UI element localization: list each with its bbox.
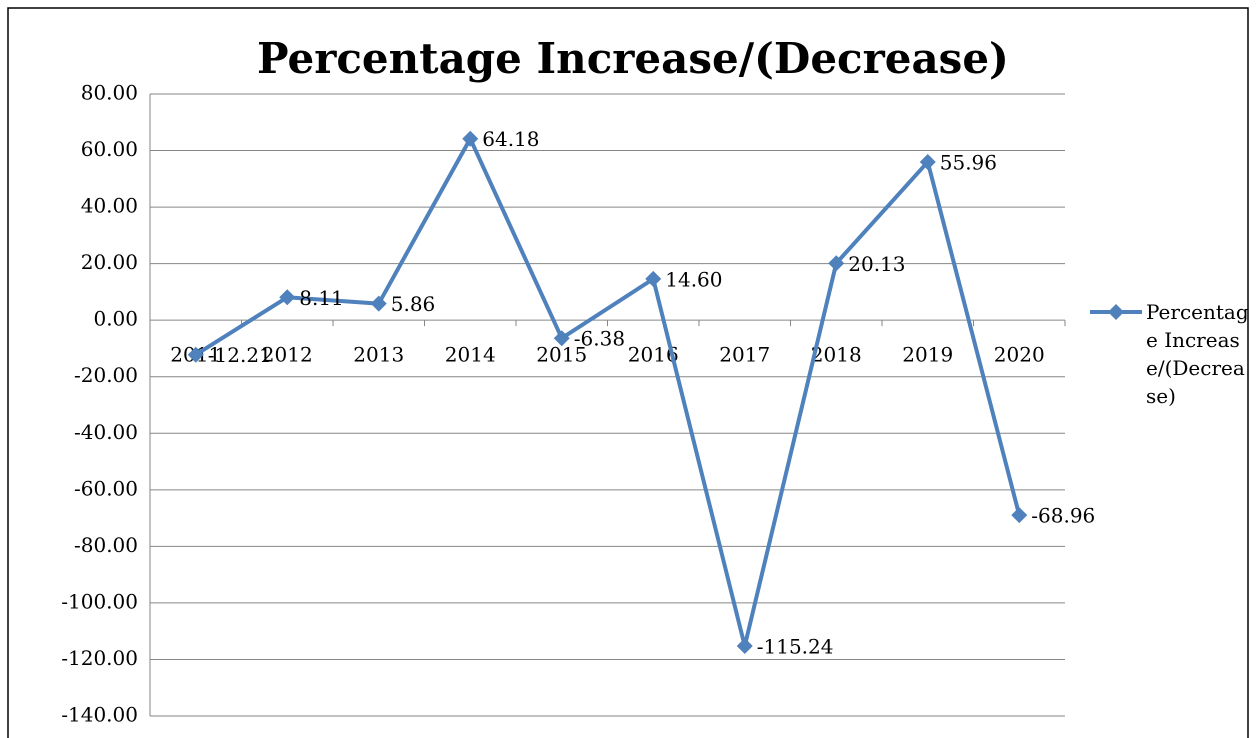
data-label: -115.24 xyxy=(757,634,834,658)
data-point xyxy=(279,289,296,306)
x-tick-label: 2015 xyxy=(536,343,587,367)
chart-border xyxy=(7,7,1249,738)
y-tick-label: 80.00 xyxy=(81,81,138,105)
x-tick-label: 2018 xyxy=(811,343,862,367)
x-tick-label: 2013 xyxy=(353,343,404,367)
legend-label: Percentage Increase/(Decrease) xyxy=(1146,300,1249,408)
x-tick-label: 2020 xyxy=(994,343,1045,367)
data-point xyxy=(736,637,753,654)
y-tick-label: 40.00 xyxy=(81,194,138,218)
y-tick-label: -40.00 xyxy=(74,420,138,444)
data-label: 14.60 xyxy=(665,267,722,291)
x-tick-label: 2014 xyxy=(445,343,496,367)
x-tick-label: 2017 xyxy=(719,343,770,367)
data-label: 55.96 xyxy=(940,150,997,174)
data-point xyxy=(462,130,479,147)
data-label: -12.21 xyxy=(208,343,272,367)
y-tick-label: -20.00 xyxy=(74,363,138,387)
data-point xyxy=(1011,507,1028,524)
data-label: 8.11 xyxy=(299,286,344,310)
y-tick-label: -140.00 xyxy=(61,703,138,727)
legend-marker xyxy=(1108,304,1124,320)
y-tick-label: -60.00 xyxy=(74,476,138,500)
x-tick-label: 2019 xyxy=(902,343,953,367)
data-point xyxy=(370,295,387,312)
data-point xyxy=(187,346,204,363)
y-tick-label: 60.00 xyxy=(81,137,138,161)
chart-title: Percentage Increase/(Decrease) xyxy=(257,34,1009,83)
y-tick-label: 20.00 xyxy=(81,250,138,274)
data-point xyxy=(919,153,936,170)
data-label: 64.18 xyxy=(482,127,539,151)
data-point xyxy=(828,255,845,272)
y-tick-label: 0.00 xyxy=(93,307,138,331)
data-label: 20.13 xyxy=(848,252,905,276)
x-tick-label: 2012 xyxy=(262,343,313,367)
data-point xyxy=(645,270,662,287)
series-line xyxy=(194,134,1022,647)
data-label: 5.86 xyxy=(391,292,436,316)
data-label: -68.96 xyxy=(1031,504,1095,528)
y-tick-label: -120.00 xyxy=(61,646,138,670)
y-tick-label: -100.00 xyxy=(61,589,138,613)
data-point xyxy=(553,330,570,347)
data-label: -6.38 xyxy=(574,327,625,351)
y-tick-label: -80.00 xyxy=(74,533,138,557)
